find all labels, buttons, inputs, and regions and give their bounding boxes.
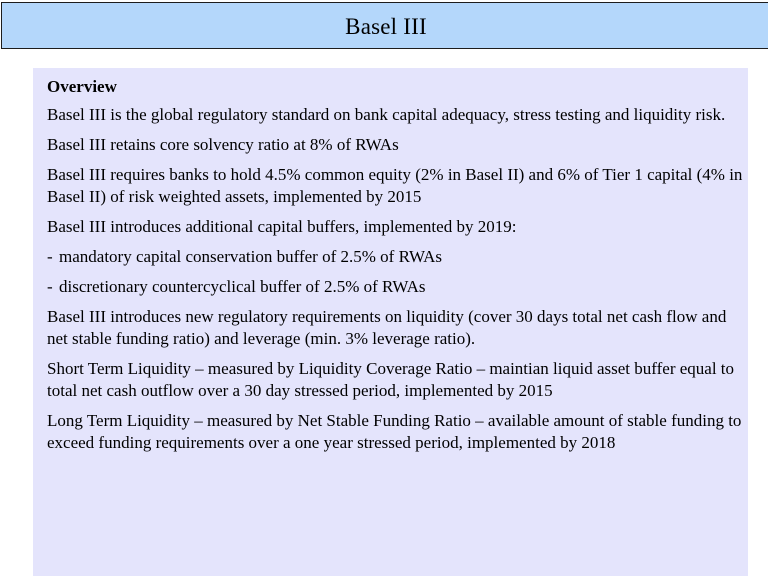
slide-title: Basel III <box>345 14 427 39</box>
paragraph-solvency-ratio: Basel III retains core solvency ratio at… <box>47 135 399 154</box>
paragraph-definition: Basel III is the global regulatory stand… <box>47 105 726 124</box>
title-bar: Basel III <box>1 2 768 49</box>
paragraph-liquidity-leverage: Basel III introduces new regulatory requ… <box>47 307 727 348</box>
content-box: Overview Basel III is the global regulat… <box>33 68 748 576</box>
bullet-marker: - <box>47 247 53 266</box>
paragraph-long-term-liquidity: Long Term Liquidity – measured by Net St… <box>47 411 742 452</box>
section-heading: Overview <box>47 77 117 96</box>
paragraph-capital-buffers: Basel III introduces additional capital … <box>47 217 517 236</box>
bullet-item: - discretionary countercyclical buffer of… <box>47 276 748 298</box>
bullet-text: discretionary countercyclical buffer of … <box>59 277 426 296</box>
bullet-text: mandatory capital conservation buffer of… <box>59 247 443 266</box>
bullet-marker: - <box>47 277 53 296</box>
bullet-item: - mandatory capital conservation buffer o… <box>47 246 748 268</box>
paragraph-capital-requirements: Basel III requires banks to hold 4.5% co… <box>47 165 743 206</box>
paragraph-short-term-liquidity: Short Term Liquidity – measured by Liqui… <box>47 359 735 400</box>
